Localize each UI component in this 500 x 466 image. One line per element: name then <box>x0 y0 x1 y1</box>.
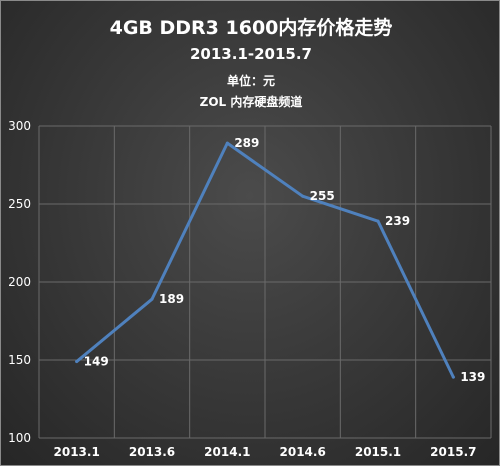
data-point <box>301 194 305 198</box>
data-point <box>376 219 380 223</box>
source-label: ZOL 内存硬盘频道 <box>199 95 303 109</box>
data-point <box>75 360 79 364</box>
data-label: 255 <box>310 189 335 203</box>
data-label: 239 <box>385 214 410 228</box>
data-label: 189 <box>159 292 184 306</box>
x-tick-label: 2013.1 <box>54 445 100 459</box>
x-tick-label: 2015.1 <box>355 445 401 459</box>
data-label: 289 <box>234 136 259 150</box>
x-tick-label: 2014.1 <box>204 445 250 459</box>
data-point <box>225 141 229 145</box>
y-tick-label: 300 <box>8 119 31 133</box>
series-line <box>75 141 455 379</box>
chart-subtitle: 2013.1-2015.7 <box>190 45 312 63</box>
unit-label: 单位：元 <box>226 74 275 88</box>
data-point <box>150 297 154 301</box>
data-point <box>451 375 455 379</box>
y-tick-label: 200 <box>8 275 31 289</box>
data-labels: 149 189 289 255 239 139 <box>84 136 486 384</box>
axis-labels: 100 150 200 250 300 2013.1 2013.6 2014.1 2014.6 2… <box>8 119 476 459</box>
series-layer <box>75 141 455 379</box>
x-tick-label: 2015.7 <box>430 445 476 459</box>
y-tick-label: 250 <box>8 197 31 211</box>
y-tick-label: 150 <box>8 353 31 367</box>
x-tick-label: 2014.6 <box>280 445 326 459</box>
y-tick-label: 100 <box>8 431 31 445</box>
chart-title: 4GB DDR3 1600内存价格走势 <box>109 17 393 39</box>
grid-lines <box>38 125 492 439</box>
data-label: 139 <box>460 370 485 384</box>
data-label: 149 <box>84 355 109 369</box>
x-tick-label: 2013.6 <box>129 445 175 459</box>
